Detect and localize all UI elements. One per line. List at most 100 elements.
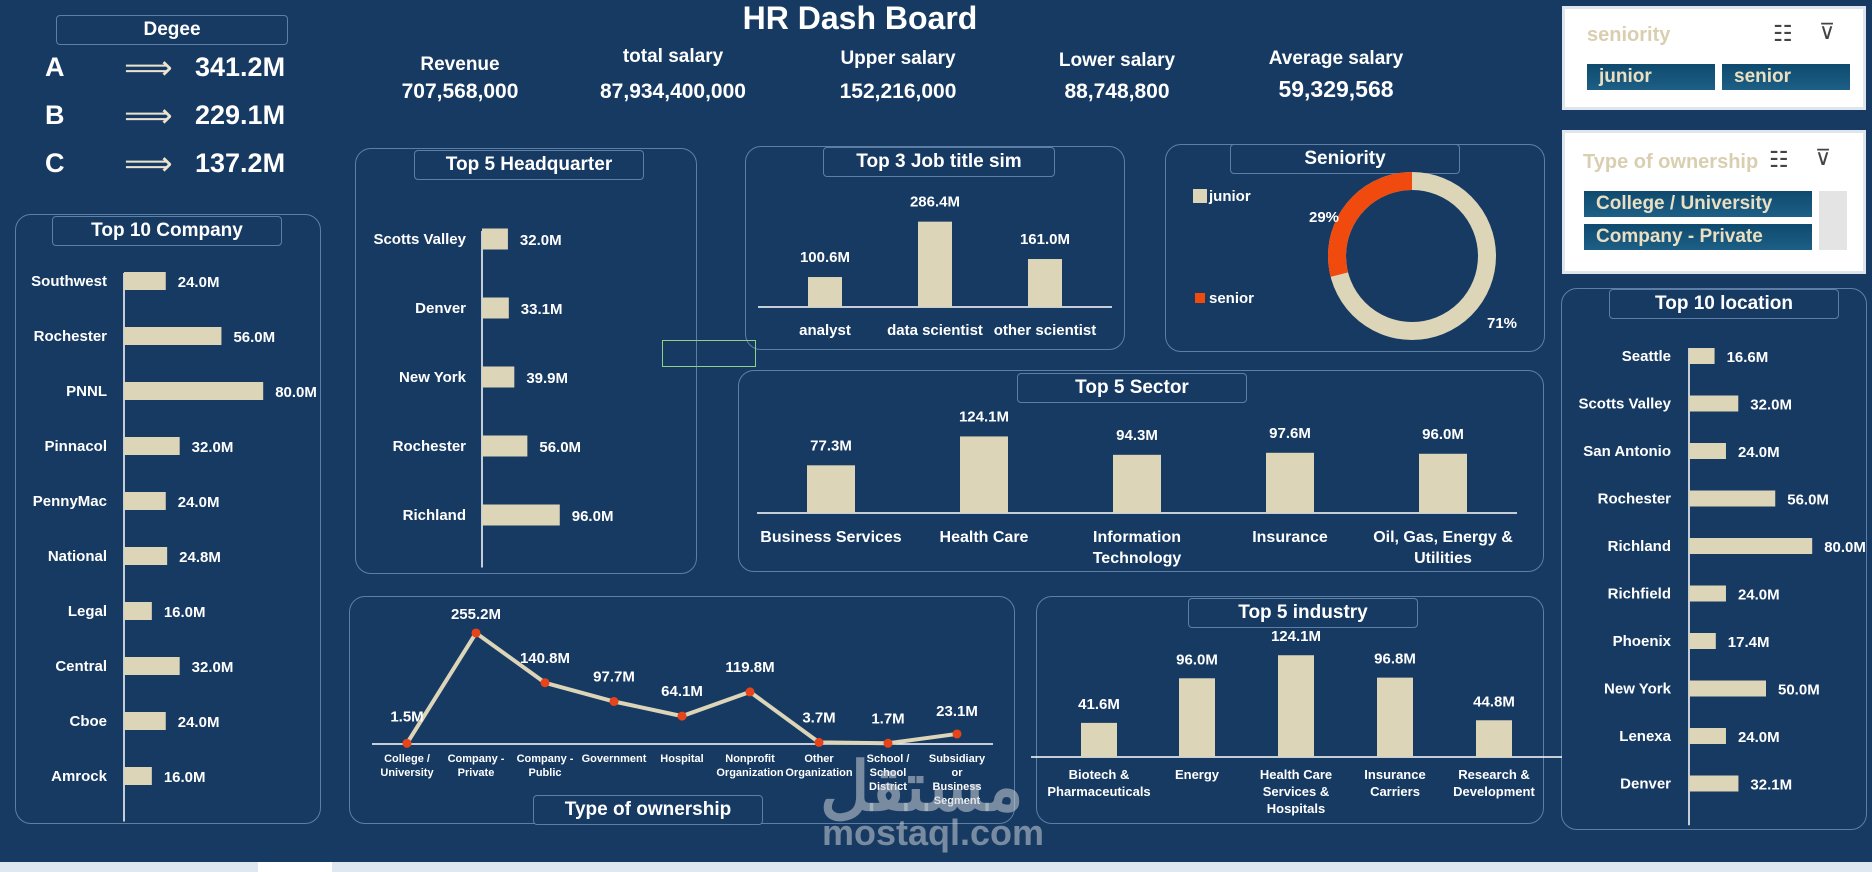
location-category: Richland [1608, 538, 1671, 555]
location-data-label: 17.4M [1728, 634, 1770, 651]
company-data-label: 16.0M [164, 769, 206, 786]
hq-data-label: 33.1M [521, 301, 563, 318]
watermark-arabic: مستقل [820, 749, 1024, 825]
sector-category: Insurance [1252, 529, 1328, 546]
ownership-data-label: 64.1M [661, 683, 703, 700]
location-data-label: 24.0M [1738, 587, 1780, 604]
ownership-point [609, 697, 619, 707]
company-data-label: 16.0M [164, 604, 206, 621]
location-data-label: 24.0M [1738, 729, 1780, 746]
company-category: Amrock [51, 768, 108, 785]
seniority-option-senior[interactable]: senior [1722, 64, 1850, 90]
ownership-category: Subsidiary [929, 753, 986, 765]
sector-bar [1266, 452, 1314, 513]
ownership-category: School / [867, 753, 910, 765]
hq-data-label: 39.9M [526, 370, 568, 387]
ownership-data-label: 255.2M [451, 606, 501, 623]
hq-category: New York [399, 369, 467, 386]
company-category: Rochester [34, 328, 108, 345]
seniority-option-junior[interactable]: junior [1587, 64, 1715, 90]
kpi-value: 152,216,000 [839, 80, 957, 103]
sector-category: Oil, Gas, Energy & [1373, 529, 1513, 546]
hq-title: Top 5 Headquarter [414, 150, 644, 180]
location-bar [1689, 538, 1813, 554]
active-sheet-tab[interactable] [258, 862, 332, 872]
ownership-category: Company - [517, 753, 574, 765]
location-category: Phoenix [1613, 633, 1672, 650]
job-category: data scientist [887, 322, 983, 339]
location-panel [1561, 288, 1867, 830]
legend-label: senior [1209, 290, 1254, 307]
ownership-category: Hospital [660, 753, 703, 765]
legend-label: junior [1208, 188, 1251, 205]
industry-data-label: 96.0M [1176, 651, 1218, 668]
ownership-point [471, 628, 481, 638]
ownership-category: Government [582, 753, 647, 765]
company-bar [124, 492, 166, 510]
company-category: Cboe [70, 713, 108, 730]
location-data-label: 80.0M [1824, 539, 1866, 556]
hq-data-label: 56.0M [539, 439, 581, 456]
industry-data-label: 96.8M [1374, 651, 1416, 668]
company-category: Central [55, 658, 107, 675]
seniority-data-label: 71% [1487, 315, 1517, 332]
kpi-label: Upper salary [840, 48, 956, 69]
multi-select-icon[interactable]: ☷ [1773, 21, 1793, 46]
sector-bar [960, 436, 1008, 513]
degree-value: 341.2M [195, 52, 286, 82]
industry-category: Pharmaceuticals [1047, 784, 1150, 799]
sector-data-label: 94.3M [1116, 427, 1158, 444]
sector-bar [807, 465, 855, 513]
location-bar [1689, 633, 1716, 649]
multi-select-icon[interactable]: ☷ [1769, 147, 1789, 172]
clear-filter-icon[interactable]: ⊽ [1819, 19, 1836, 44]
industry-bar [1081, 722, 1117, 757]
kpi-label: Average salary [1268, 48, 1404, 69]
ownership-category: District [869, 781, 907, 793]
location-bar [1689, 680, 1766, 697]
location-category: Richfield [1608, 586, 1671, 603]
sheet-tab-bar[interactable] [0, 862, 1872, 872]
location-data-label: 24.0M [1738, 444, 1780, 461]
selected-cell[interactable] [662, 340, 756, 367]
kpi-value: 707,568,000 [401, 80, 519, 103]
job-panel [745, 146, 1125, 350]
ownership-data-label: 140.8M [520, 650, 570, 667]
industry-category: Energy [1175, 767, 1220, 782]
clear-filter-icon[interactable]: ⊽ [1815, 145, 1832, 170]
seniority-slicer[interactable]: seniority ☷ ⊽ junior senior [1562, 6, 1866, 110]
seniority-title: Seniority [1230, 144, 1460, 174]
ownership-data-label: 1.7M [871, 710, 904, 727]
industry-data-label: 124.1M [1271, 628, 1321, 645]
location-bar [1689, 585, 1726, 602]
hq-bar [482, 435, 528, 457]
company-bar [124, 272, 166, 290]
kpi-value: 88,748,800 [1064, 80, 1170, 103]
ownership-category: or [952, 767, 964, 779]
company-bar [124, 602, 152, 620]
ownership-category: Business [933, 781, 982, 793]
sector-category: Technology [1093, 550, 1182, 567]
ownership-option-college[interactable]: College / University [1584, 191, 1812, 217]
company-bar [124, 547, 168, 565]
legend-swatch-senior [1195, 293, 1205, 303]
degree-grade: B [45, 100, 65, 130]
seniority-data-label: 29% [1309, 209, 1339, 226]
ownership-data-label: 1.5M [390, 708, 423, 725]
legend-swatch-junior [1193, 189, 1207, 203]
seniority-slice-senior [1328, 172, 1496, 340]
company-data-label: 24.0M [178, 494, 220, 511]
job-bar [808, 277, 842, 307]
industry-category: Research & [1458, 767, 1530, 782]
watermark-latin: mostaql.com [822, 812, 1045, 853]
location-data-label: 50.0M [1778, 682, 1820, 699]
slicer-scrollbar[interactable] [1819, 191, 1847, 250]
ownership-slicer[interactable]: Type of ownership ☷ ⊽ College / Universi… [1562, 130, 1866, 274]
ownership-data-label: 97.7M [593, 669, 635, 686]
location-category: Denver [1620, 776, 1671, 793]
industry-category: Health Care [1260, 767, 1332, 782]
company-data-label: 24.0M [178, 274, 220, 291]
location-category: Lenexa [1619, 728, 1671, 745]
ownership-option-private[interactable]: Company - Private [1584, 224, 1812, 250]
